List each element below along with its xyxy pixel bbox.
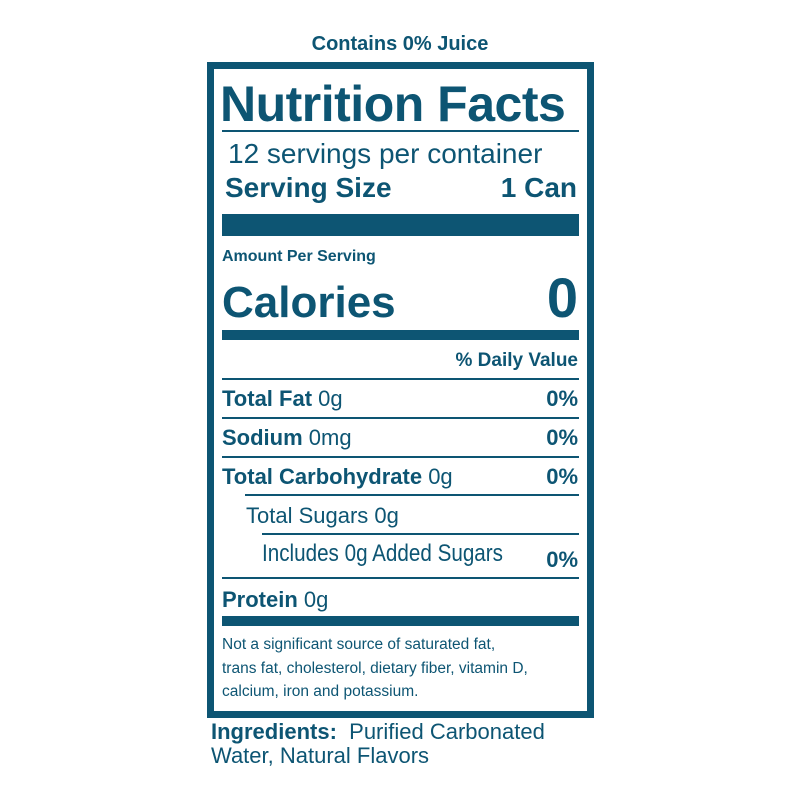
- daily-value-header: % Daily Value: [455, 350, 578, 371]
- nutrient-row-total-carbohydrate: Total Carbohydrate 0g 0%: [222, 464, 578, 490]
- serving-size-row: Serving Size 1 Can: [225, 172, 577, 204]
- nutrient-name: Protein: [222, 587, 298, 612]
- nutrient-amount: 0g: [428, 464, 453, 489]
- nutrient-dv: 0%: [546, 464, 578, 489]
- thick-bar: [222, 214, 579, 236]
- nutrient-amount: 0mg: [308, 425, 352, 450]
- calories-label: Calories: [222, 278, 396, 327]
- nutrient-name: Sodium: [222, 425, 303, 450]
- nutrient-row-total-sugars: Total Sugars 0g: [246, 503, 399, 528]
- calories-value: 0: [546, 266, 578, 329]
- nutrient-row-protein: Protein 0g: [222, 587, 578, 613]
- ingredients-label: Ingredients:: [211, 719, 337, 744]
- nutrient-dv: 0%: [546, 547, 578, 572]
- nutrient-row-total-fat: Total Fat 0g 0%: [222, 386, 578, 412]
- footnote-line: calcium, iron and potassium.: [222, 683, 419, 700]
- nutrient-dv: 0%: [546, 425, 578, 450]
- nutrient-name: Total Carbohydrate: [222, 464, 423, 489]
- divider: [222, 417, 579, 419]
- divider: [262, 533, 579, 535]
- divider: [222, 130, 579, 132]
- divider: [222, 378, 579, 380]
- nutrient-dv: 0%: [546, 386, 578, 411]
- calories-row: Calories 0: [222, 265, 578, 330]
- ingredients-line: Water, Natural Flavors: [211, 743, 430, 768]
- nutrient-name: Includes 0g Added Sugars: [262, 540, 503, 567]
- ingredients-line: Purified Carbonated: [349, 719, 545, 744]
- servings-per-container: 12 servings per container: [228, 138, 543, 169]
- amount-per-serving: Amount Per Serving: [222, 248, 376, 265]
- ingredients: Ingredients: Purified Carbonated Water, …: [211, 720, 545, 768]
- juice-note: Contains 0% Juice: [311, 33, 489, 55]
- nutrient-name: Total Fat: [222, 386, 313, 411]
- serving-size-value: 1 Can: [500, 172, 577, 203]
- serving-size-label: Serving Size: [225, 172, 392, 203]
- nutrient-amount: 0g: [318, 386, 343, 411]
- divider: [222, 577, 579, 579]
- divider: [222, 456, 579, 458]
- nutrient-row-added-sugars: Includes 0g Added Sugars 0%: [262, 540, 578, 572]
- footnote: Not a significant source of saturated fa…: [222, 633, 528, 704]
- medium-bar: [222, 616, 579, 626]
- nutrient-amount: 0g: [303, 587, 329, 612]
- footnote-line: Not a significant source of saturated fa…: [222, 636, 496, 653]
- medium-bar: [222, 330, 579, 340]
- panel-title: Nutrition Facts: [220, 76, 566, 132]
- divider: [245, 494, 579, 496]
- nutrient-row-sodium: Sodium 0mg 0%: [222, 425, 578, 451]
- footnote-line: trans fat, cholesterol, dietary fiber, v…: [222, 659, 528, 677]
- nutrition-facts-panel: [207, 62, 594, 718]
